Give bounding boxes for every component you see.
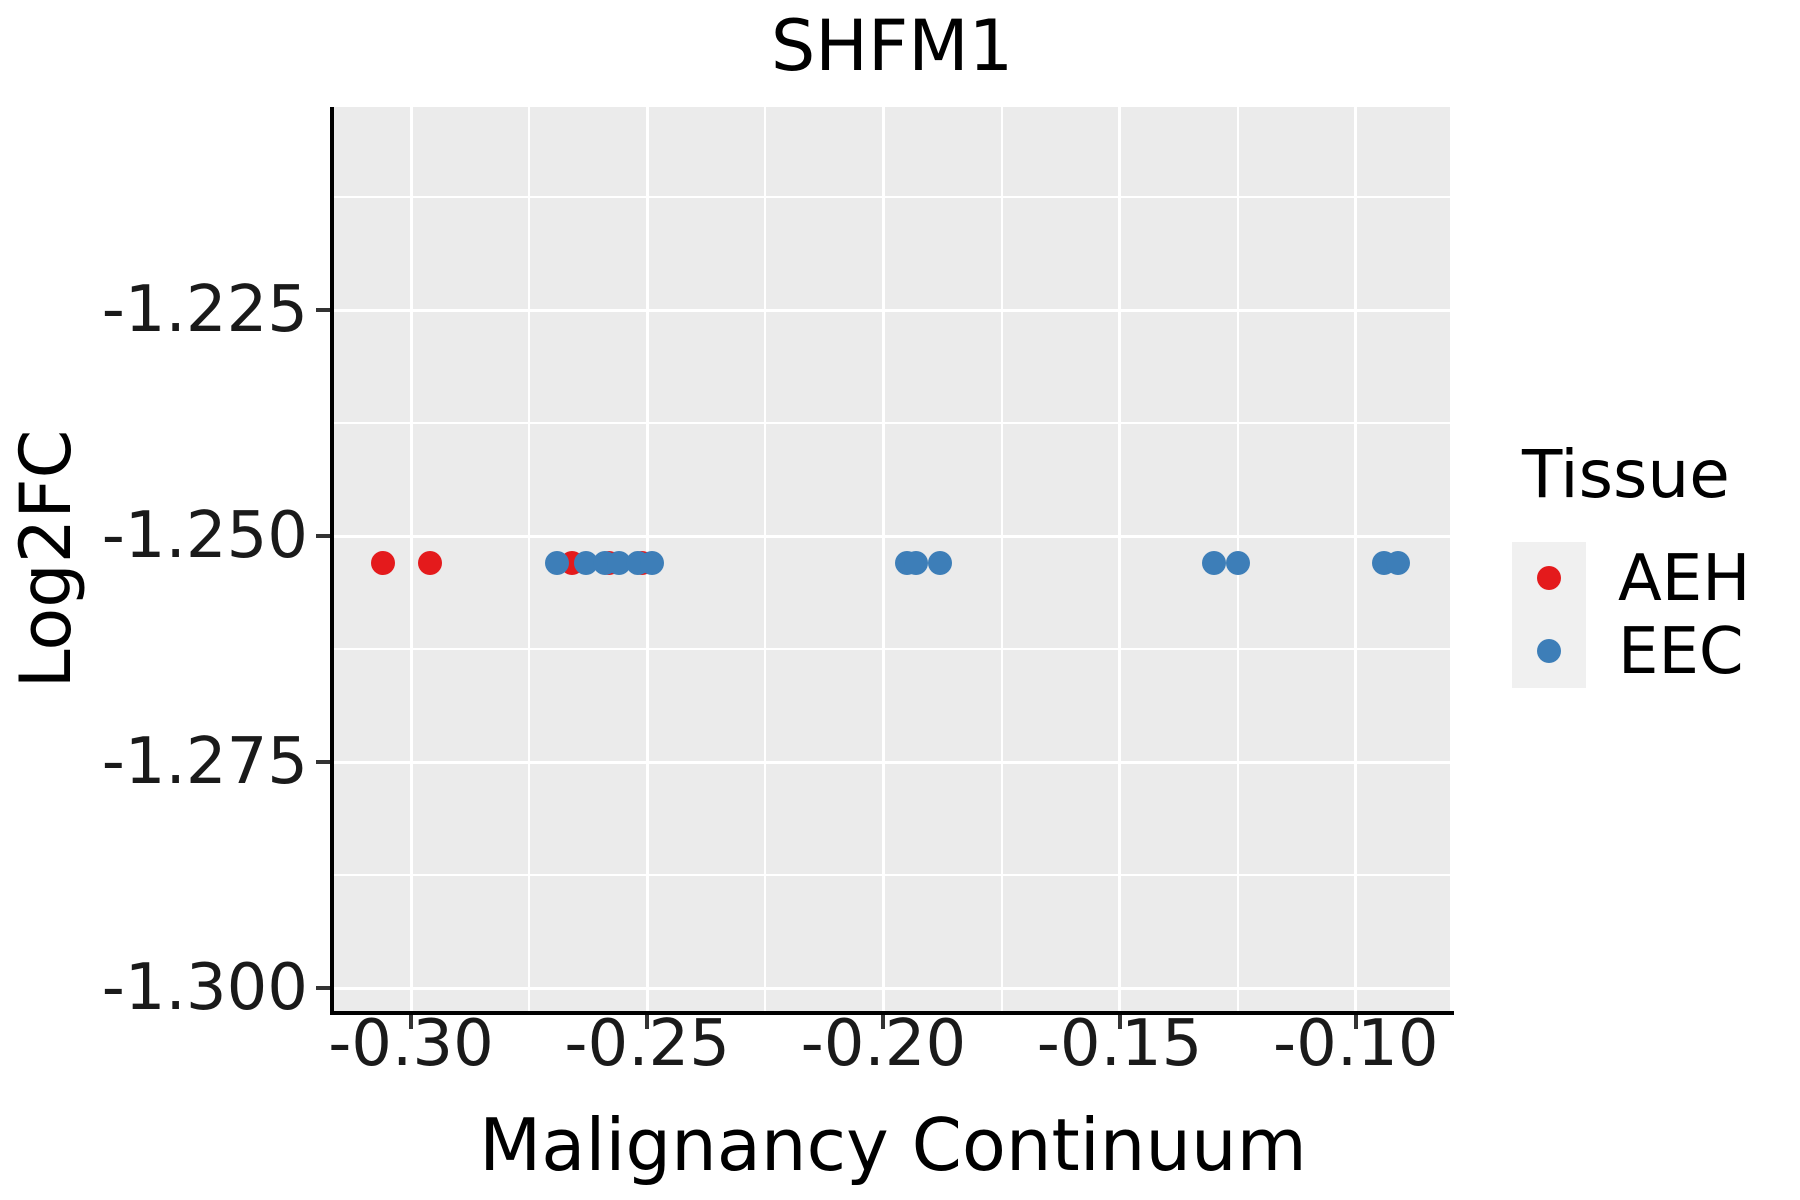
legend-title: Tissue [1522,436,1730,513]
x-tick-mark [645,1015,650,1029]
plot-panel [334,107,1450,1011]
x-tick-label: -0.25 [564,1007,730,1081]
grid-major-vertical [881,107,885,1011]
legend-eec-dot-icon [1537,639,1561,663]
y-tick-label: -1.225 [101,273,308,347]
grid-minor-vertical [528,107,531,1011]
data-point-eec [904,551,929,576]
legend-key-eec [1512,615,1586,688]
plot-title: SHFM1 [770,5,1014,87]
grid-minor-horizontal [334,422,1450,424]
y-axis-title: Log2FC [5,429,87,689]
x-tick-mark [881,1015,886,1029]
grid-major-horizontal [334,986,1450,990]
data-point-eec [545,551,570,576]
y-axis-line [330,107,334,1015]
grid-minor-vertical [1000,107,1003,1011]
legend-label-eec: EEC [1618,615,1744,689]
grid-major-horizontal [334,308,1450,312]
legend-aeh-dot-icon [1537,566,1561,590]
data-point-eec [1386,551,1411,576]
data-point-aeh [370,551,395,576]
x-tick-label: -0.10 [1273,1007,1439,1081]
y-tick-mark [316,308,330,312]
y-tick-label: -1.275 [101,725,308,799]
y-tick-label: -1.300 [101,951,308,1025]
y-tick-label: -1.250 [101,499,308,573]
legend-key-aeh [1512,542,1586,615]
data-point-eec [639,551,664,576]
grid-minor-horizontal [334,874,1450,876]
grid-major-horizontal [334,534,1450,538]
grid-minor-horizontal [334,648,1450,650]
data-point-eec [1202,551,1227,576]
x-tick-label: -0.15 [1036,1007,1203,1081]
grid-major-vertical [1354,107,1358,1011]
grid-major-horizontal [334,760,1450,764]
x-tick-mark [409,1015,413,1029]
grid-minor-vertical [764,107,767,1011]
x-tick-mark [1353,1015,1358,1029]
x-tick-label: -0.30 [328,1007,494,1081]
grid-major-vertical [409,107,413,1011]
data-point-aeh [417,551,442,576]
x-tick-mark [1117,1015,1122,1029]
y-tick-mark [316,760,330,764]
grid-minor-horizontal [334,196,1450,198]
data-point-eec [928,551,953,576]
y-tick-mark [316,534,330,538]
x-tick-label: -0.20 [800,1007,967,1081]
x-axis-line [330,1011,1454,1015]
x-axis-title: Malignancy Continuum [479,1103,1307,1187]
y-tick-mark [316,986,330,990]
data-point-eec [1225,551,1250,576]
grid-major-vertical [1118,107,1122,1011]
legend-label-aeh: AEH [1618,542,1751,616]
